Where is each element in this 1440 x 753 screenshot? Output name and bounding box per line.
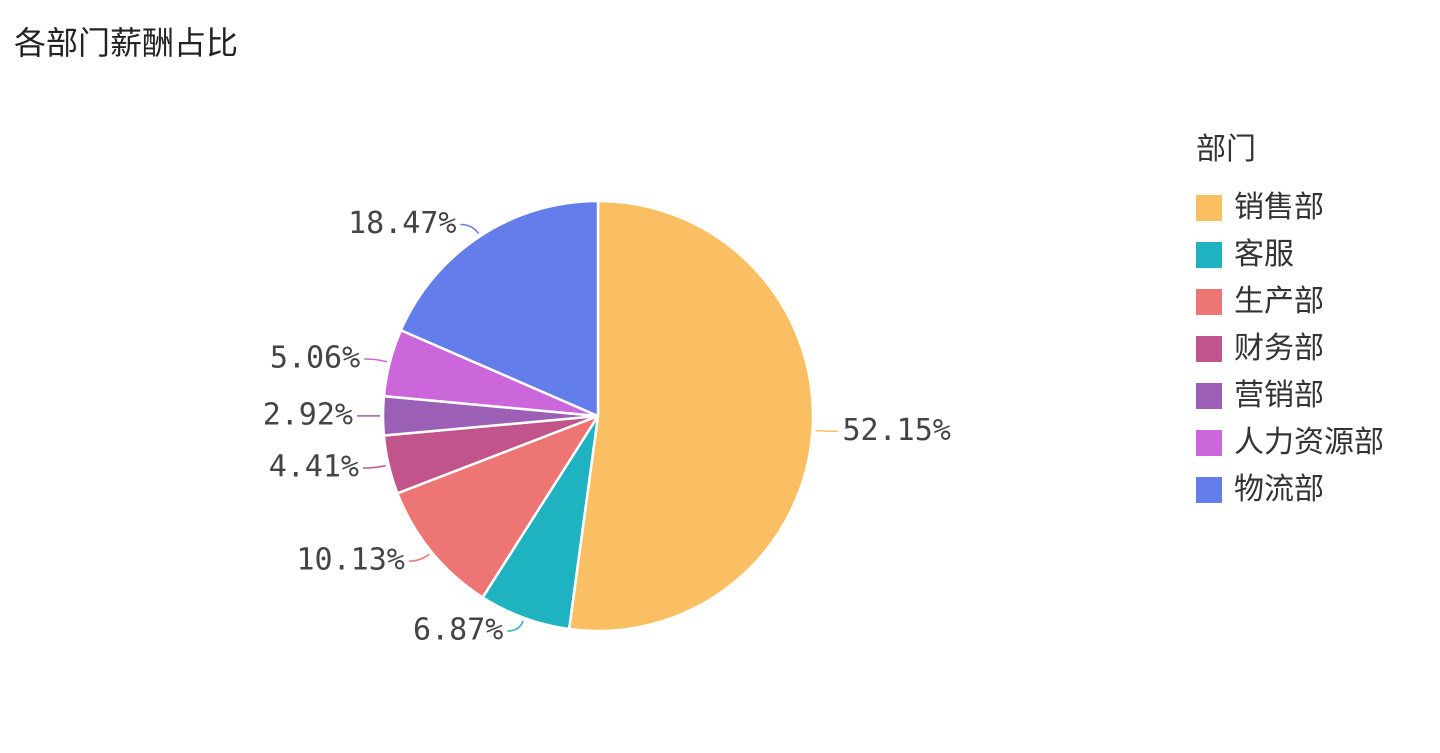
data-label-物流部: 18.47% (348, 206, 456, 241)
leader-line-生产部 (408, 553, 430, 562)
legend-label: 财务部 (1234, 330, 1324, 366)
data-label-销售部: 52.15% (842, 413, 950, 448)
leader-line-财务部 (363, 464, 386, 469)
chart-title: 各部门薪酬占比 (14, 24, 239, 62)
legend-label: 物流部 (1234, 471, 1324, 507)
legend-label: 人力资源部 (1234, 424, 1384, 460)
legend-swatch (1196, 335, 1222, 362)
legend-swatch (1196, 241, 1222, 268)
leader-line-人力资源部 (364, 358, 388, 363)
legend-title: 部门 (1196, 132, 1256, 167)
pie-slice-销售部[interactable] (567, 199, 815, 633)
legend-item-生产部[interactable]: 生产部 (1196, 278, 1384, 325)
legend-label: 销售部 (1234, 189, 1324, 225)
legend-item-营销部[interactable]: 营销部 (1196, 372, 1384, 419)
pie-slices (381, 199, 815, 633)
pie-slice-物流部[interactable] (399, 199, 600, 418)
pie-data-labels: 52.15% 6.87% 10.13% 4.41% 2.92% 5.06% 18.47% (263, 206, 951, 648)
legend-swatch (1196, 288, 1222, 315)
legend-swatch (1196, 429, 1222, 456)
pie-slice-生产部[interactable] (396, 414, 600, 599)
data-label-生产部: 10.13% (296, 543, 404, 578)
legend-label: 营销部 (1234, 377, 1324, 413)
legend-swatch (1196, 194, 1222, 221)
label-leader-lines (356, 223, 839, 632)
legend-item-财务部[interactable]: 财务部 (1196, 325, 1384, 372)
leader-line-销售部 (815, 429, 839, 433)
data-label-财务部: 4.41% (269, 450, 359, 485)
legend-item-客服[interactable]: 客服 (1196, 231, 1384, 278)
leader-line-客服 (507, 620, 524, 632)
legend-label: 生产部 (1234, 283, 1324, 319)
legend-item-销售部[interactable]: 销售部 (1196, 184, 1384, 231)
data-label-人力资源部: 5.06% (270, 341, 360, 376)
leader-line-物流部 (460, 223, 480, 235)
legend-swatch (1196, 476, 1222, 503)
legend-item-物流部[interactable]: 物流部 (1196, 466, 1384, 513)
legend-swatch (1196, 382, 1222, 409)
data-label-客服: 6.87% (413, 613, 503, 648)
legend-label: 客服 (1234, 236, 1294, 272)
legend: 部门 销售部客服生产部财务部营销部人力资源部物流部 (1196, 130, 1384, 513)
data-label-营销部: 2.92% (263, 397, 353, 432)
legend-items: 销售部客服生产部财务部营销部人力资源部物流部 (1196, 184, 1384, 513)
legend-item-人力资源部[interactable]: 人力资源部 (1196, 419, 1384, 466)
